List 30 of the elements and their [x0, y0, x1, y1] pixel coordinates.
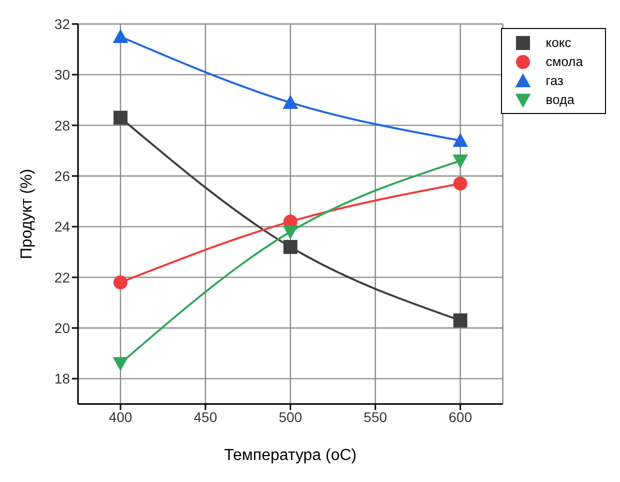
- y-tick-label: 28: [54, 117, 70, 134]
- x-tick-label: 400: [108, 408, 132, 425]
- x-tick-label: 600: [448, 408, 472, 425]
- y-tick-label: 30: [54, 66, 70, 83]
- x-axis-title: Температура (oC): [224, 447, 357, 464]
- point: [113, 110, 128, 125]
- point: [112, 28, 128, 43]
- point: [113, 275, 128, 290]
- point: [283, 240, 298, 254]
- point: [452, 132, 468, 147]
- y-tick-label: 26: [54, 168, 70, 184]
- y-tick-label: 24: [54, 218, 70, 235]
- point: [452, 154, 468, 168]
- point: [282, 94, 298, 109]
- legend-label: вода: [546, 92, 574, 107]
- point: [453, 176, 468, 191]
- y-axis-title: Продукт (%): [18, 168, 36, 260]
- x-tick-label: 450: [194, 408, 218, 425]
- y-tick-label: 22: [54, 269, 70, 286]
- legend-label: смола: [546, 54, 583, 69]
- legend-label: кокс: [546, 35, 572, 50]
- x-tick-label: 550: [364, 408, 388, 425]
- x-tick-label: 500: [278, 408, 302, 425]
- y-tick-label: 32: [54, 16, 70, 32]
- point: [112, 357, 128, 372]
- y-tick-label: 20: [54, 320, 70, 336]
- y-tick-label: 18: [54, 370, 70, 387]
- point: [282, 225, 298, 240]
- legend-label: газ: [546, 73, 564, 88]
- point: [453, 313, 468, 328]
